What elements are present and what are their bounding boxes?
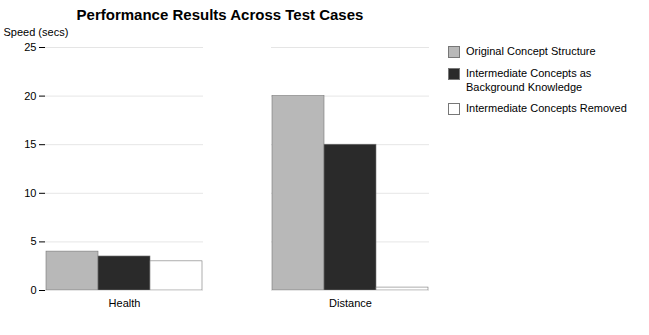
html-text:Intermediate Concepts as Backg: Intermediate Concepts as Background Know…	[466, 66, 592, 93]
svg-text:25: 25	[24, 41, 36, 53]
svg-text:0: 0	[30, 284, 36, 296]
html-text:Performance Results Across Tes: Performance Results Across Test Cases	[76, 6, 364, 23]
svg-text:5: 5	[30, 235, 36, 247]
html-text:Original Concept Structure: Original Concept Structure	[466, 45, 596, 57]
html-text:Intermediate Concepts Removed: Intermediate Concepts Removed	[466, 102, 627, 115]
svg-text:Distance: Distance	[329, 297, 372, 309]
svg-text:Health: Health	[109, 297, 141, 309]
svg-text:Speed (secs): Speed (secs)	[4, 26, 69, 38]
svg-text:10: 10	[24, 187, 36, 199]
svg-text:20: 20	[24, 90, 36, 102]
svg-text:15: 15	[24, 138, 36, 150]
